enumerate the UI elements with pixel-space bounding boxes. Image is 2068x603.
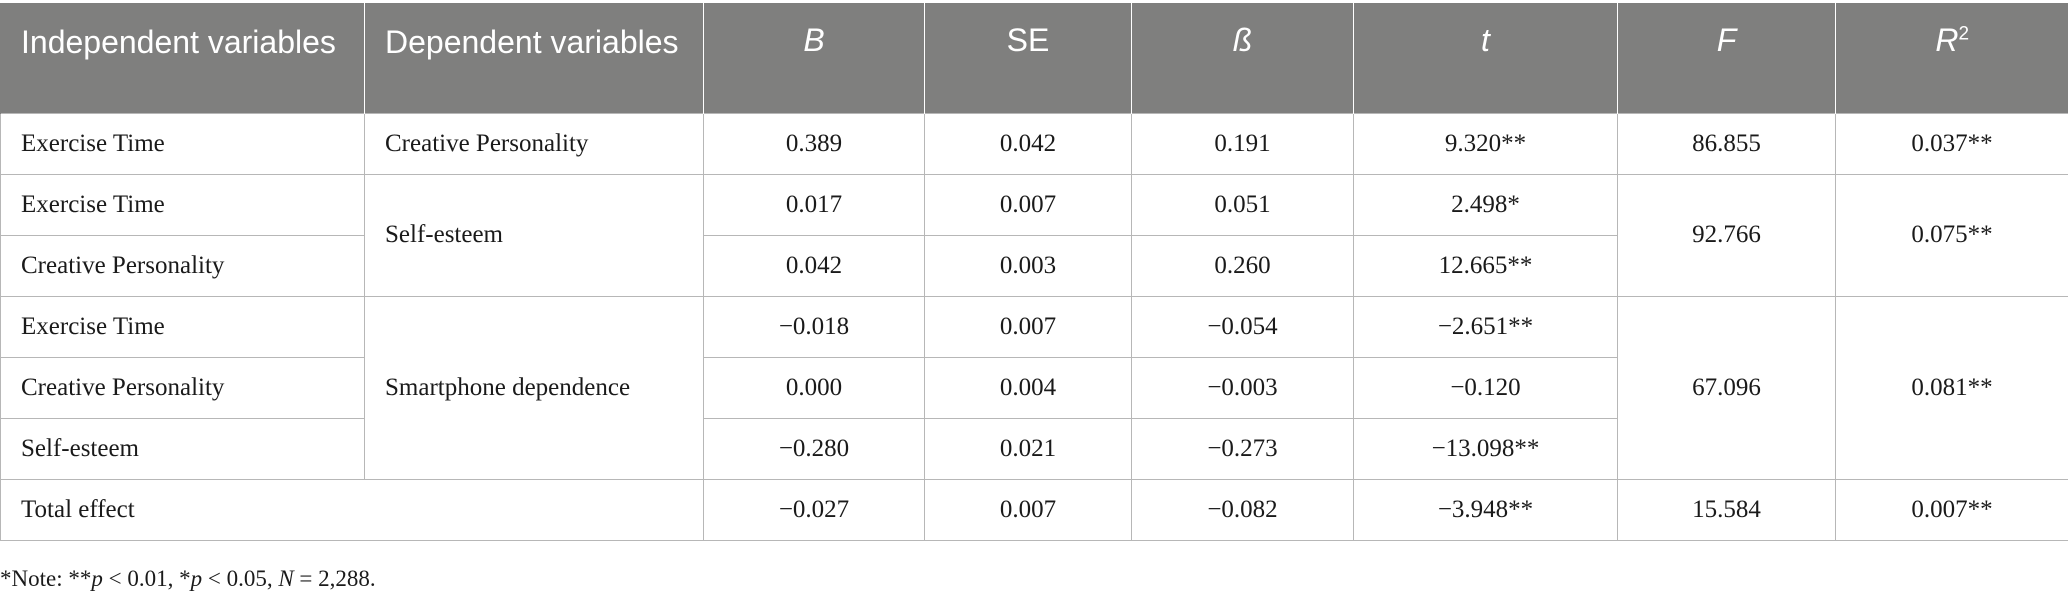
header-se: SE xyxy=(924,3,1132,113)
se-cell: 0.004 xyxy=(924,356,1132,419)
t-cell: −2.651** xyxy=(1353,295,1618,358)
independent-variable-cell: Self-esteem xyxy=(0,417,365,480)
header-beta: ß xyxy=(1131,3,1354,113)
dependent-variable-cell: Self-esteem xyxy=(364,173,704,297)
t-cell: 9.320** xyxy=(1353,112,1618,175)
header-f: F xyxy=(1617,3,1836,113)
header-dependent-variables: Dependent variables xyxy=(364,3,704,113)
f-cell: 86.855 xyxy=(1617,112,1836,175)
beta-cell: −0.273 xyxy=(1131,417,1354,480)
table-note: *Note: **p < 0.01, *p < 0.05, N = 2,288. xyxy=(0,566,376,591)
b-cell: 0.389 xyxy=(703,112,925,175)
independent-variable-cell: Exercise Time xyxy=(0,295,365,358)
se-cell: 0.007 xyxy=(924,173,1132,236)
t-cell: −0.120 xyxy=(1353,356,1618,419)
b-cell: 0.042 xyxy=(703,234,925,297)
independent-variable-cell: Exercise Time xyxy=(0,173,365,236)
b-cell: 0.000 xyxy=(703,356,925,419)
table-row: Exercise Time Creative Personality 0.389… xyxy=(0,112,2068,175)
se-cell: 0.042 xyxy=(924,112,1132,175)
b-cell: −0.280 xyxy=(703,417,925,480)
dependent-variable-cell: Smartphone dependence xyxy=(364,295,704,480)
table-row: Self-esteem −0.280 0.021 −0.273 −13.098*… xyxy=(0,417,2068,480)
independent-variable-cell: Creative Personality xyxy=(0,356,365,419)
r-squared-cell: 0.007** xyxy=(1835,478,2068,541)
beta-cell: −0.003 xyxy=(1131,356,1354,419)
header-row: Independent variables Dependent variable… xyxy=(0,3,2068,113)
header-b: B xyxy=(703,3,925,113)
header-r-squared: R2 xyxy=(1835,3,2068,113)
beta-cell: 0.051 xyxy=(1131,173,1354,236)
b-cell: −0.018 xyxy=(703,295,925,358)
regression-table: Independent variables Dependent variable… xyxy=(0,3,2068,541)
table-row: Exercise Time Smartphone dependence −0.0… xyxy=(0,295,2068,480)
t-cell: −3.948** xyxy=(1353,478,1618,541)
se-cell: 0.021 xyxy=(924,417,1132,480)
independent-variable-cell: Exercise Time xyxy=(0,112,365,175)
b-cell: 0.017 xyxy=(703,173,925,236)
header-independent-variables: Independent variables xyxy=(0,3,365,113)
beta-cell: −0.082 xyxy=(1131,478,1354,541)
f-cell: 67.096 xyxy=(1617,295,1836,480)
total-effect-label: Total effect xyxy=(0,478,704,541)
beta-cell: 0.260 xyxy=(1131,234,1354,297)
table-row-total-effect: Total effect −0.027 0.007 −0.082 −3.948*… xyxy=(0,478,2068,541)
t-cell: 2.498* xyxy=(1353,173,1618,236)
beta-cell: −0.054 xyxy=(1131,295,1354,358)
f-cell: 92.766 xyxy=(1617,173,1836,297)
se-cell: 0.007 xyxy=(924,478,1132,541)
t-cell: −13.098** xyxy=(1353,417,1618,480)
r-squared-cell: 0.081** xyxy=(1835,295,2068,480)
b-cell: −0.027 xyxy=(703,478,925,541)
f-cell: 15.584 xyxy=(1617,478,1836,541)
r-squared-cell: 0.037** xyxy=(1835,112,2068,175)
r-squared-cell: 0.075** xyxy=(1835,173,2068,297)
header-t: t xyxy=(1353,3,1618,113)
dependent-variable-cell: Creative Personality xyxy=(364,112,704,175)
se-cell: 0.003 xyxy=(924,234,1132,297)
independent-variable-cell: Creative Personality xyxy=(0,234,365,297)
t-cell: 12.665** xyxy=(1353,234,1618,297)
table-row: Creative Personality 0.000 0.004 −0.003 … xyxy=(0,356,2068,419)
table-row: Exercise Time Self-esteem 0.017 0.007 0.… xyxy=(0,173,2068,297)
beta-cell: 0.191 xyxy=(1131,112,1354,175)
se-cell: 0.007 xyxy=(924,295,1132,358)
